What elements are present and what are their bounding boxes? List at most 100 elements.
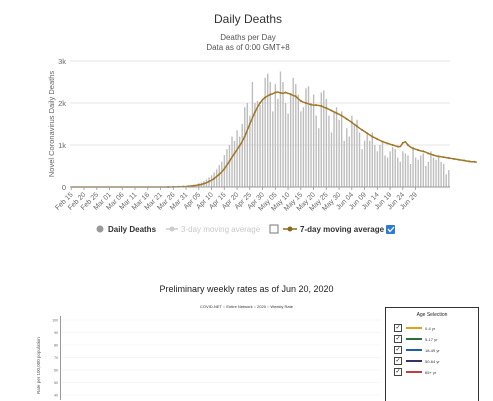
average-point — [325, 107, 327, 109]
age-option-1[interactable]: ✓5-17 yr — [394, 335, 437, 343]
bar — [229, 145, 230, 187]
bar — [252, 82, 253, 187]
bar — [407, 156, 408, 188]
bar — [369, 141, 370, 187]
bar — [234, 141, 235, 187]
bar — [236, 130, 237, 187]
average-point — [234, 152, 236, 154]
age-checkbox[interactable]: ✓ — [394, 324, 402, 332]
bar — [433, 158, 434, 187]
bar — [392, 147, 393, 187]
legend-item-3-day-average[interactable]: 3-day moving average — [166, 225, 261, 234]
average-point — [371, 136, 373, 138]
bar — [382, 143, 383, 187]
legend-checkbox-3-day[interactable] — [270, 225, 278, 233]
legend-checkbox-7-day[interactable] — [386, 225, 395, 234]
bar — [310, 103, 311, 187]
bar — [328, 116, 329, 187]
average-point — [330, 110, 332, 112]
age-option-2[interactable]: ✓18-49 yr — [394, 346, 440, 354]
bar — [372, 132, 373, 187]
weekly-rates-panel: Preliminary weekly rates as of Jun 20, 2… — [0, 276, 493, 400]
average-point — [305, 102, 307, 104]
average-point — [310, 104, 312, 106]
average-point — [361, 129, 363, 131]
average-point — [427, 152, 429, 154]
bar — [313, 95, 314, 187]
age-color-swatch — [406, 371, 422, 373]
legend-circle-icon — [288, 227, 293, 232]
age-option-3[interactable]: ✓50-64 yr — [394, 357, 440, 365]
age-selection-panel: Age Selection ✓0-4 yr ✓5-17 yr ✓18-49 yr ✓5… — [385, 307, 479, 401]
average-point — [351, 121, 353, 123]
bar — [293, 78, 294, 187]
chart-title: Daily Deaths — [214, 12, 282, 26]
bar — [446, 174, 447, 187]
legend-item-daily-deaths[interactable]: Daily Deaths — [97, 225, 157, 234]
bar — [344, 141, 345, 187]
bar — [397, 158, 398, 187]
bar — [448, 170, 449, 187]
bar — [277, 99, 278, 187]
age-option-0[interactable]: ✓0-4 yr — [394, 324, 435, 332]
legend-circle-icon — [97, 226, 104, 233]
bar — [361, 149, 362, 187]
average-point — [203, 183, 205, 185]
average-point — [443, 156, 445, 158]
average-point — [453, 158, 455, 160]
average-point — [402, 142, 404, 144]
age-checkbox[interactable]: ✓ — [394, 346, 402, 354]
bar — [287, 114, 288, 188]
bar — [216, 169, 217, 187]
bar — [331, 132, 332, 187]
average-point — [412, 147, 414, 149]
bar — [364, 141, 365, 187]
bar — [379, 145, 380, 187]
bar — [443, 164, 444, 187]
bar — [270, 82, 271, 187]
age-checkbox[interactable]: ✓ — [394, 368, 402, 376]
checkbox-checked-icon[interactable] — [386, 225, 395, 234]
bar — [366, 135, 367, 188]
average-point — [458, 159, 460, 161]
age-selection-title: Age Selection — [386, 312, 478, 318]
chart-subtitle: Deaths per Day — [220, 33, 276, 42]
y-tick-label: 100 — [52, 319, 58, 323]
average-point — [336, 112, 338, 114]
checkbox-unchecked-icon[interactable] — [270, 225, 278, 233]
y-tick-label: 60 — [54, 369, 58, 373]
bar — [430, 151, 431, 187]
bar-series — [165, 72, 449, 188]
legend-item-7-day-average[interactable]: 7-day moving average — [283, 225, 385, 234]
age-checkbox[interactable]: ✓ — [394, 357, 402, 365]
age-checkbox[interactable]: ✓ — [394, 335, 402, 343]
age-option-4[interactable]: ✓65+ yr — [394, 368, 436, 376]
bar — [400, 162, 401, 187]
average-point — [254, 111, 256, 113]
legend-label: 3-day moving average — [181, 225, 261, 234]
average-point — [387, 142, 389, 144]
legend-label: 7-day moving average — [300, 225, 385, 234]
average-point — [213, 178, 215, 180]
bar — [356, 120, 357, 187]
bar — [275, 84, 276, 187]
bar — [224, 155, 225, 187]
bar — [384, 156, 385, 188]
weekly-rates-y-label: Rate per 100,000 population — [36, 337, 41, 394]
bar — [298, 95, 299, 187]
bar — [425, 166, 426, 187]
average-point — [274, 92, 276, 94]
bar — [333, 111, 334, 187]
bar — [435, 160, 436, 187]
y-tick-label: 90 — [54, 331, 58, 335]
bar — [267, 74, 268, 187]
average-point — [376, 138, 378, 140]
average-point — [279, 92, 281, 94]
bar — [264, 78, 265, 187]
bar — [359, 132, 360, 187]
y-tick-label: 1k — [58, 141, 66, 150]
bar — [389, 151, 390, 187]
age-color-swatch — [406, 349, 422, 351]
